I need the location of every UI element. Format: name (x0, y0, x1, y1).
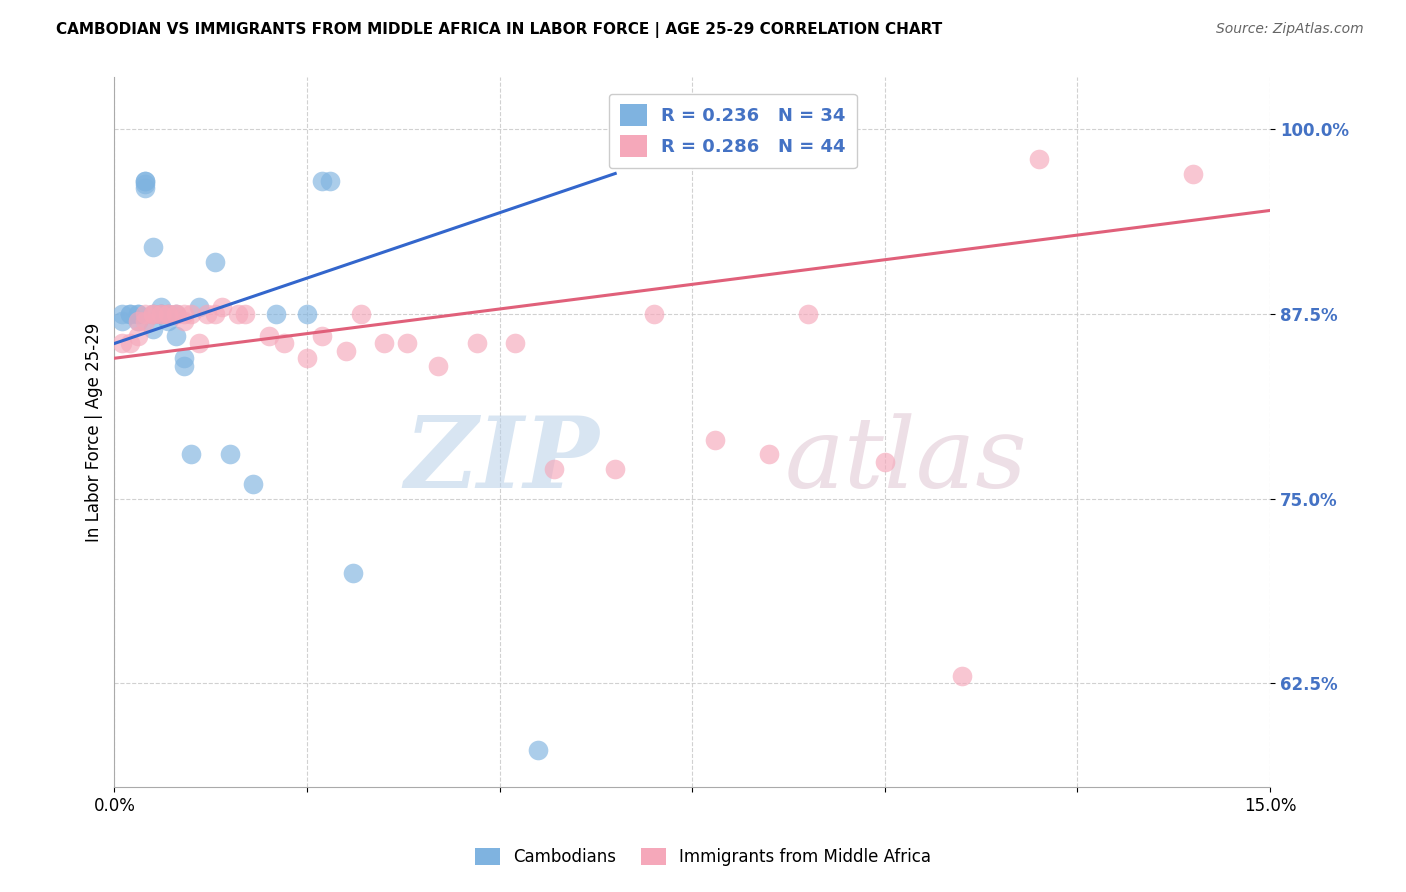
Point (350, 307, 373, 321)
Point (134, 314, 156, 328)
Point (134, 174, 156, 188)
Point (173, 307, 195, 321)
Point (111, 314, 134, 328)
Point (157, 314, 180, 328)
Point (142, 307, 165, 321)
Point (118, 336, 141, 351)
Point (1028, 152, 1050, 166)
Point (758, 447, 780, 461)
Point (188, 300, 211, 314)
Point (180, 307, 202, 321)
Point (465, 336, 488, 351)
Point (295, 307, 318, 321)
Point (527, 743, 550, 757)
Point (149, 307, 172, 321)
Point (273, 336, 295, 351)
Point (242, 476, 264, 491)
Point (127, 307, 149, 321)
Point (142, 307, 165, 321)
Point (149, 300, 172, 314)
Point (157, 307, 180, 321)
Point (235, 307, 257, 321)
Point (165, 329, 187, 343)
Point (173, 351, 195, 366)
Point (543, 462, 565, 476)
Point (134, 174, 156, 188)
Point (149, 307, 172, 321)
Point (142, 321, 165, 335)
Legend: Cambodians, Immigrants from Middle Africa: Cambodians, Immigrants from Middle Afric… (467, 840, 939, 875)
Point (165, 307, 187, 321)
Point (257, 329, 280, 343)
Point (311, 329, 333, 343)
Point (157, 307, 180, 321)
Point (149, 307, 172, 321)
Point (127, 314, 149, 328)
Text: Source: ZipAtlas.com: Source: ZipAtlas.com (1216, 22, 1364, 37)
Point (396, 336, 419, 351)
Point (134, 307, 156, 321)
Point (142, 307, 165, 321)
Point (605, 462, 627, 476)
Point (204, 255, 226, 269)
Point (204, 307, 226, 321)
Point (180, 447, 202, 461)
Text: ZIP: ZIP (405, 412, 600, 508)
Point (427, 359, 450, 373)
Point (142, 240, 165, 254)
Point (342, 566, 364, 580)
Point (127, 314, 149, 328)
Point (165, 307, 187, 321)
Point (704, 433, 727, 447)
Point (134, 181, 156, 195)
Point (373, 336, 395, 351)
Point (173, 314, 195, 328)
Point (149, 307, 172, 321)
Point (503, 336, 526, 351)
Point (311, 174, 333, 188)
Text: CAMBODIAN VS IMMIGRANTS FROM MIDDLE AFRICA IN LABOR FORCE | AGE 25-29 CORRELATIO: CAMBODIAN VS IMMIGRANTS FROM MIDDLE AFRI… (56, 22, 942, 38)
Point (211, 300, 233, 314)
Point (134, 177, 156, 191)
Point (188, 336, 211, 351)
Point (797, 307, 820, 321)
Point (950, 669, 973, 683)
Y-axis label: In Labor Force | Age 25-29: In Labor Force | Age 25-29 (86, 323, 103, 541)
Point (157, 307, 180, 321)
Point (226, 307, 249, 321)
Point (873, 455, 896, 469)
Point (319, 174, 342, 188)
Point (195, 307, 218, 321)
Point (219, 447, 242, 461)
Text: atlas: atlas (785, 413, 1028, 508)
Legend: R = 0.236   N = 34, R = 0.286   N = 44: R = 0.236 N = 34, R = 0.286 N = 44 (609, 94, 856, 169)
Point (118, 307, 141, 321)
Point (127, 307, 149, 321)
Point (173, 359, 195, 373)
Point (111, 336, 134, 351)
Point (111, 307, 134, 321)
Point (643, 307, 665, 321)
Point (264, 307, 287, 321)
Point (335, 343, 357, 358)
Point (1182, 167, 1205, 181)
Point (127, 329, 149, 343)
Point (165, 307, 187, 321)
Point (295, 351, 318, 366)
Point (118, 307, 141, 321)
